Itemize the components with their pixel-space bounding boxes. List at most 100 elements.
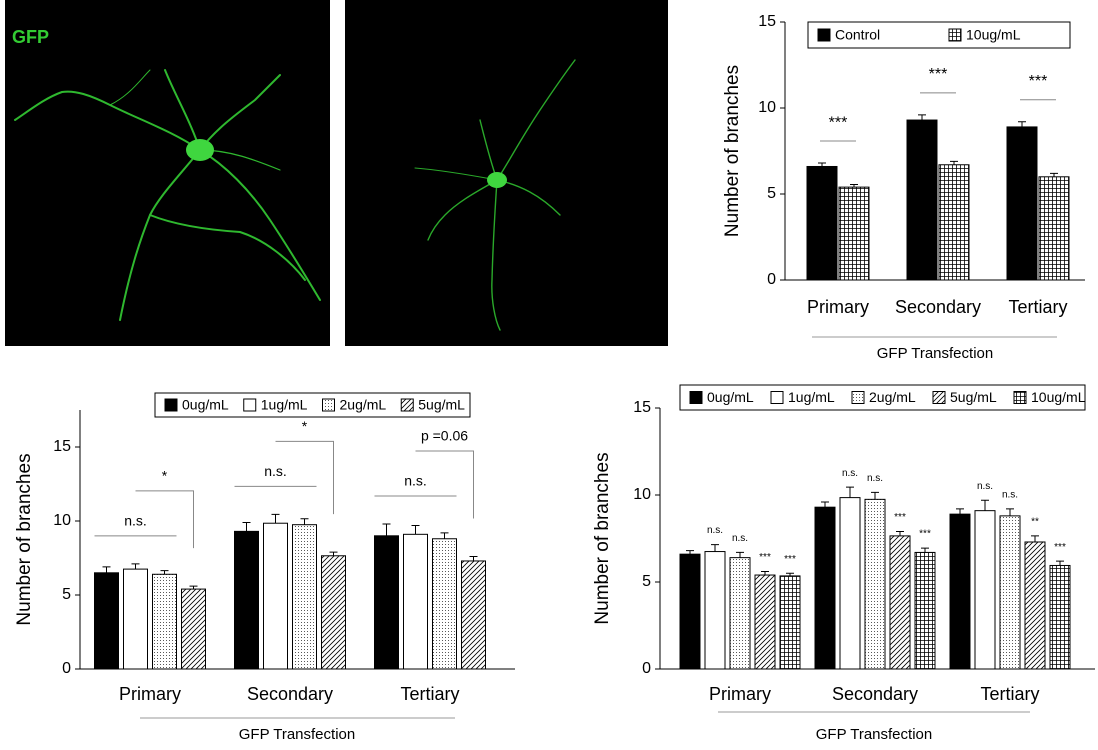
- bar: [94, 572, 119, 670]
- error-bar: [686, 550, 694, 555]
- annotation: p =0.06: [421, 428, 468, 444]
- error-bar: [189, 585, 198, 590]
- legend-label: 1ug/mL: [788, 389, 835, 405]
- bracket: [415, 450, 474, 519]
- error-bar: [329, 551, 338, 556]
- significance-label: n.s.: [707, 525, 723, 536]
- error-bar: [711, 544, 719, 552]
- y-tick-label: 10: [633, 486, 651, 503]
- bar: [806, 165, 838, 281]
- bar: [1024, 541, 1046, 670]
- error-bar: [440, 532, 449, 539]
- legend-label: 10ug/mL: [1031, 389, 1086, 405]
- error-bar: [102, 566, 111, 573]
- significance-label: ***: [1054, 542, 1066, 553]
- y-tick-label: 15: [53, 438, 71, 455]
- x-tick-label: Tertiary: [400, 684, 459, 704]
- legend-label: 1ug/mL: [261, 397, 308, 413]
- annotation: ***: [929, 66, 948, 83]
- error-bar: [1018, 121, 1026, 127]
- legend-swatch: [689, 391, 703, 404]
- error-bar: [382, 523, 391, 536]
- x-tick-label: Primary: [119, 684, 181, 704]
- legend-swatch: [948, 28, 962, 42]
- legend-label: Control: [835, 27, 880, 43]
- bar: [234, 530, 259, 670]
- y-tick-label: 15: [758, 13, 776, 30]
- legend-box: [154, 392, 471, 418]
- error-bar: [411, 524, 420, 535]
- annotation: n.s.: [124, 513, 147, 529]
- significance-label: n.s.: [842, 468, 858, 479]
- annotation: ***: [829, 114, 848, 131]
- x-tick-label: Secondary: [247, 684, 333, 704]
- error-bar: [1006, 508, 1014, 516]
- legend-swatch: [817, 28, 831, 42]
- error-bar: [896, 531, 904, 536]
- y-tick-label: 10: [53, 512, 71, 529]
- y-tick-label: 5: [62, 586, 71, 603]
- annotation: ***: [1029, 73, 1048, 90]
- significance-label: ***: [894, 512, 906, 523]
- x-axis-label: GFP Transfection: [877, 345, 993, 362]
- error-bar: [300, 518, 309, 525]
- error-bar: [1056, 560, 1064, 566]
- error-bar: [956, 508, 964, 515]
- significance-label: n.s.: [1002, 490, 1018, 501]
- error-bar: [821, 501, 829, 508]
- bar: [679, 553, 701, 670]
- annotation: *: [162, 468, 168, 484]
- error-bar: [981, 499, 989, 511]
- legend-swatch: [932, 391, 946, 404]
- bar-chart: 0 5 10 15 Number of branches GFP Transfection…: [722, 13, 1085, 362]
- significance-label: ***: [919, 529, 931, 540]
- legend-label: 0ug/mL: [182, 397, 229, 413]
- error-bar: [469, 556, 478, 561]
- error-bar: [1031, 535, 1039, 542]
- bar: [889, 535, 911, 670]
- x-tick-label: Primary: [709, 684, 771, 704]
- bar: [374, 535, 399, 670]
- y-tick-label: 5: [642, 573, 651, 590]
- legend-swatch: [164, 398, 178, 412]
- bracket: [135, 490, 194, 549]
- x-axis-label: GFP Transfection: [239, 726, 355, 743]
- x-tick-label: Secondary: [832, 684, 918, 704]
- bar: [999, 515, 1021, 670]
- bar: [1049, 564, 1071, 670]
- x-tick-label: Tertiary: [1008, 297, 1067, 317]
- bar: [974, 510, 996, 670]
- image-label: GFP: [12, 27, 49, 47]
- legend-label: 0ug/mL: [707, 389, 754, 405]
- bar: [321, 555, 346, 670]
- bar: [814, 506, 836, 670]
- bar: [906, 119, 938, 281]
- y-axis-label: Number of branches: [592, 452, 613, 624]
- bar: [914, 551, 936, 670]
- x-axis-label: GFP Transfection: [816, 726, 932, 743]
- y-axis-label: Number of branches: [722, 65, 743, 237]
- error-bar: [736, 551, 744, 558]
- y-tick-label: 0: [642, 660, 651, 677]
- y-tick-label: 0: [62, 660, 71, 677]
- legend-swatch: [322, 398, 335, 412]
- bar: [461, 560, 486, 670]
- bar-chart: 0 5 10 15 Number of branches GFP Transfection…: [14, 392, 515, 743]
- microscopy-image: [345, 0, 668, 346]
- error-bar: [846, 486, 854, 498]
- error-bar: [1050, 172, 1058, 177]
- legend-label: 10ug/mL: [966, 27, 1021, 43]
- significance-label: ***: [784, 554, 796, 565]
- legend-label: 2ug/mL: [340, 397, 387, 413]
- y-tick-label: 5: [767, 185, 776, 202]
- y-tick-label: 0: [767, 271, 776, 288]
- x-tick-label: Secondary: [895, 297, 981, 317]
- legend-swatch: [851, 391, 865, 404]
- annotation: *: [302, 418, 308, 434]
- annotation: n.s.: [404, 473, 427, 489]
- bar: [263, 522, 288, 670]
- significance-label: n.s.: [867, 473, 883, 484]
- error-bar: [786, 572, 794, 576]
- bar: [1006, 126, 1038, 281]
- bracket: [275, 440, 334, 515]
